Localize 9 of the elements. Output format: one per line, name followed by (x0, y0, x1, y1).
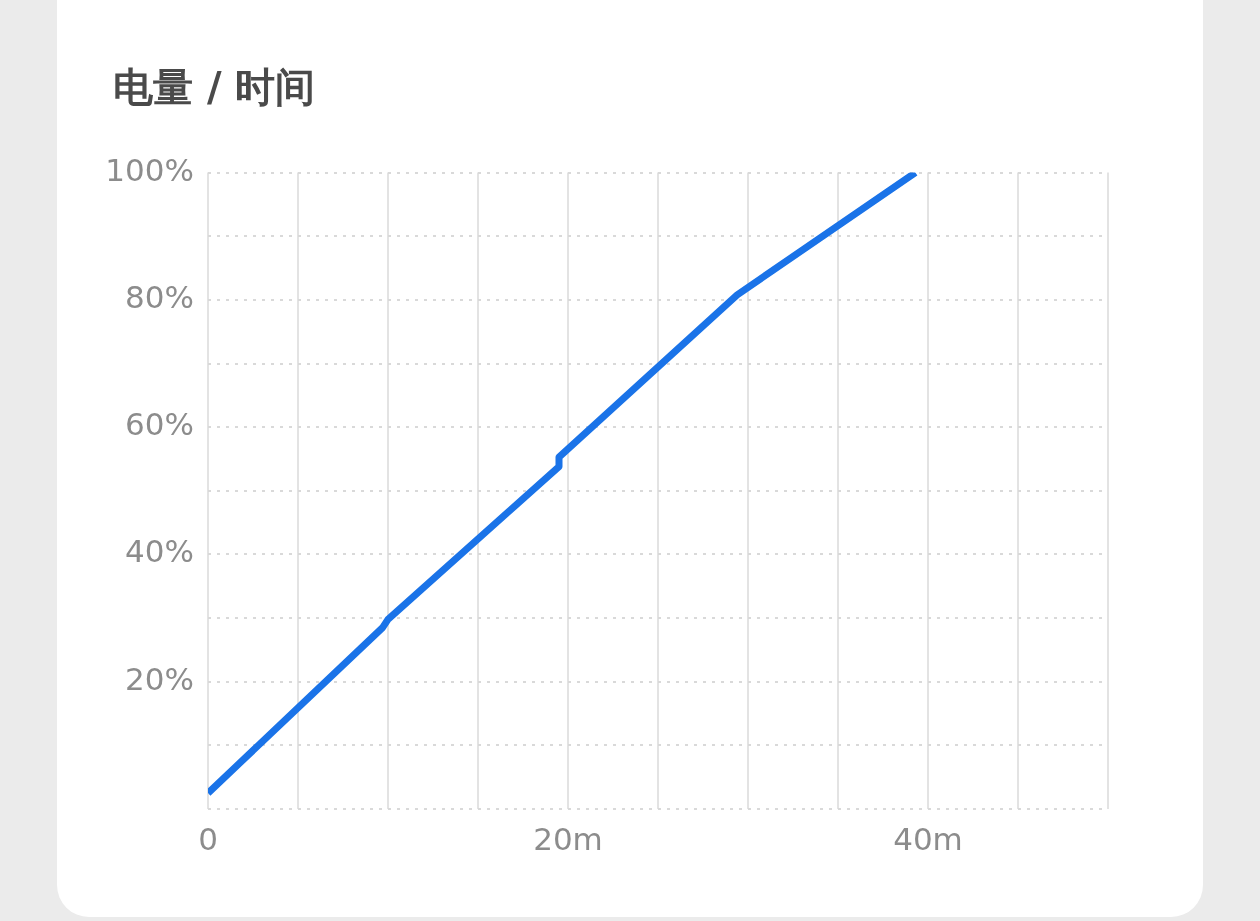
x-tick-label: 0 (198, 820, 218, 857)
x-tick-label: 40m (893, 820, 963, 857)
y-tick-label: 60% (125, 406, 194, 443)
y-tick-label: 80% (125, 278, 194, 315)
y-tick-label: 40% (125, 533, 194, 570)
x-tick-label: 20m (533, 820, 603, 857)
y-tick-label: 20% (125, 660, 194, 697)
chart-title: 电量 / 时间 (113, 63, 316, 112)
y-tick-label: 100% (105, 151, 194, 188)
